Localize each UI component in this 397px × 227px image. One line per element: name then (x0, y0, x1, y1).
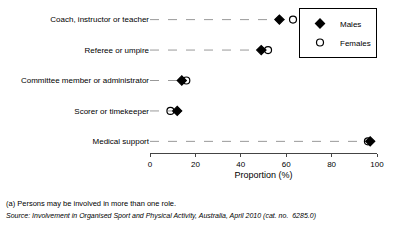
svg-text:Committee member or administra: Committee member or administrator (21, 76, 149, 85)
svg-text:80: 80 (327, 160, 336, 169)
svg-text:Source: Involvement in Organis: Source: Involvement in Organised Sport a… (6, 212, 316, 220)
svg-text:Medical support: Medical support (93, 137, 150, 146)
svg-text:(a) Persons may be involved in: (a) Persons may be involved in more than… (6, 199, 176, 208)
svg-text:0: 0 (148, 160, 153, 169)
svg-text:Referee or umpire: Referee or umpire (85, 46, 150, 55)
svg-text:100: 100 (370, 160, 384, 169)
svg-text:40: 40 (236, 160, 245, 169)
svg-text:Coach, instructor or teacher: Coach, instructor or teacher (50, 15, 149, 24)
svg-text:Males: Males (340, 20, 361, 29)
svg-text:20: 20 (191, 160, 200, 169)
svg-text:Scorer or timekeeper: Scorer or timekeeper (74, 107, 149, 116)
svg-text:Females: Females (340, 39, 371, 48)
svg-text:Proportion (%): Proportion (%) (234, 170, 292, 180)
svg-text:60: 60 (282, 160, 291, 169)
